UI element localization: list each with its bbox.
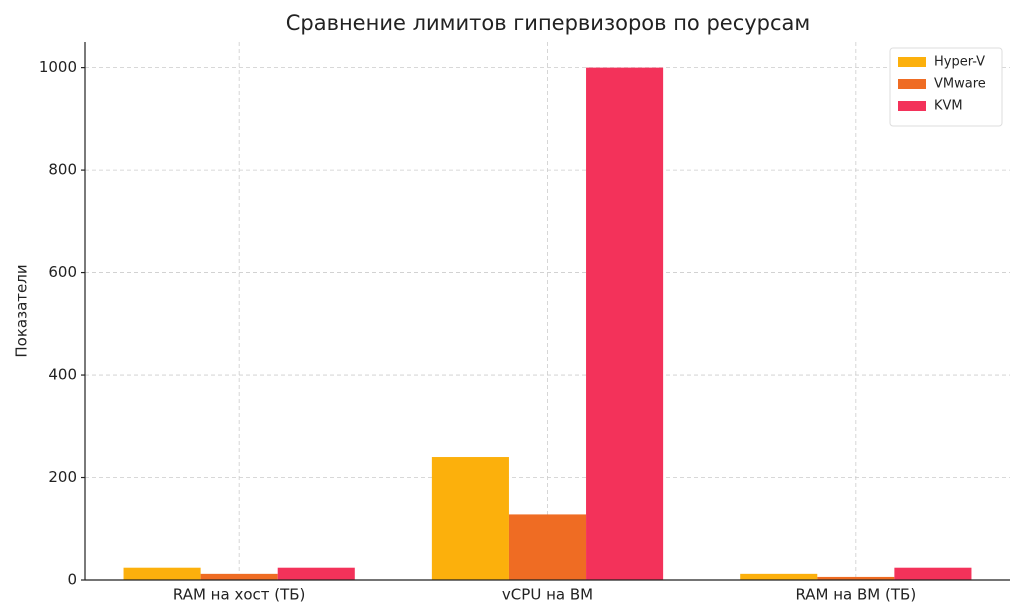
x-tick-label: RAM на хост (ТБ)	[173, 586, 306, 604]
y-tick-label: 200	[48, 468, 77, 486]
bar	[586, 67, 664, 581]
bar	[817, 576, 895, 580]
x-tick-label: RAM на ВМ (ТБ)	[795, 586, 916, 604]
grid	[85, 42, 1010, 581]
bar	[277, 567, 355, 580]
legend-label: Hyper-V	[934, 55, 985, 70]
y-tick-label: 800	[48, 161, 77, 179]
bar	[123, 567, 201, 580]
bar	[200, 573, 278, 580]
legend-label: VMware	[934, 77, 986, 92]
legend-swatch	[898, 57, 926, 67]
bar	[508, 514, 587, 580]
y-axis-label: Показатели	[13, 264, 31, 357]
bar	[894, 567, 972, 580]
legend-label: KVM	[934, 99, 963, 114]
chart-title: Сравнение лимитов гипервизоров по ресурс…	[286, 11, 811, 35]
legend-swatch	[898, 101, 926, 111]
y-tick-label: 0	[67, 571, 77, 589]
y-tick-label: 600	[48, 263, 77, 281]
y-tick-label: 400	[48, 366, 77, 384]
legend-swatch	[898, 79, 926, 89]
y-tick-label: 1000	[39, 58, 77, 76]
x-tick-label: vCPU на ВМ	[502, 586, 593, 604]
bar	[431, 457, 509, 580]
bar	[740, 573, 818, 580]
legend: Hyper-V VMware KVM	[889, 47, 1003, 127]
